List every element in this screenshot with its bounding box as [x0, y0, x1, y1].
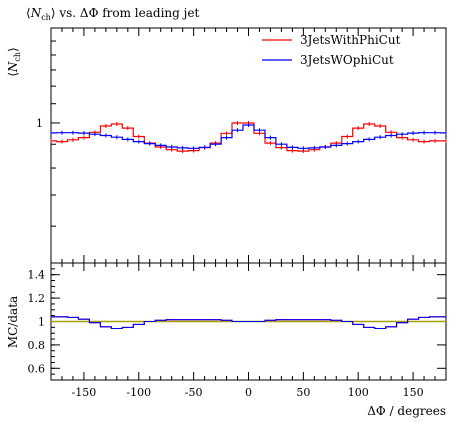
ratio-y-tick-label: 1.2 — [28, 292, 46, 305]
x-axis-label: ΔΦ / degrees — [367, 404, 446, 418]
main-axis-ticks: 1 — [36, 28, 436, 263]
main-series-line-3jetswithphicut — [51, 122, 446, 152]
main-y-axis-label: ⟨Nch⟩ — [6, 47, 22, 77]
x-tick-label: 50 — [296, 386, 310, 399]
ratio-y-tick-label: 1.4 — [28, 269, 46, 282]
main-plot-series — [50, 120, 447, 154]
x-tick-label: -50 — [185, 386, 203, 399]
ratio-y-tick-label: 1 — [38, 316, 45, 329]
legend-label-3jetswophicut: 3JetsWOphiCut — [300, 53, 394, 67]
ratio-y-tick-label: 0.6 — [28, 362, 46, 375]
main-y-tick-label: 1 — [36, 117, 43, 130]
x-tick-label: -150 — [72, 386, 97, 399]
chart-title: ⟨Nch⟩ vs. ΔΦ from leading jet — [26, 6, 199, 22]
ratio-y-tick-label: 0.8 — [28, 339, 46, 352]
ratio-axis-ticks: 0.6 0.8 1 1.2 1.4 -150 -100 -50 0 50 100 150 — [28, 263, 446, 399]
legend-label-3jetswithphicut: 3JetsWithPhiCut — [300, 33, 401, 47]
x-tick-label: 0 — [245, 386, 252, 399]
ratio-series-line-3jetswophicut — [51, 316, 446, 330]
main-series-line-3jetswophicut — [51, 124, 446, 149]
ratio-y-axis-label: MC/data — [6, 296, 20, 348]
x-tick-label: 100 — [348, 386, 369, 399]
x-tick-label: -100 — [126, 386, 151, 399]
x-tick-label: 150 — [403, 386, 424, 399]
ratio-plot-series — [51, 316, 446, 330]
legend: 3JetsWithPhiCut 3JetsWOphiCut — [262, 33, 401, 67]
